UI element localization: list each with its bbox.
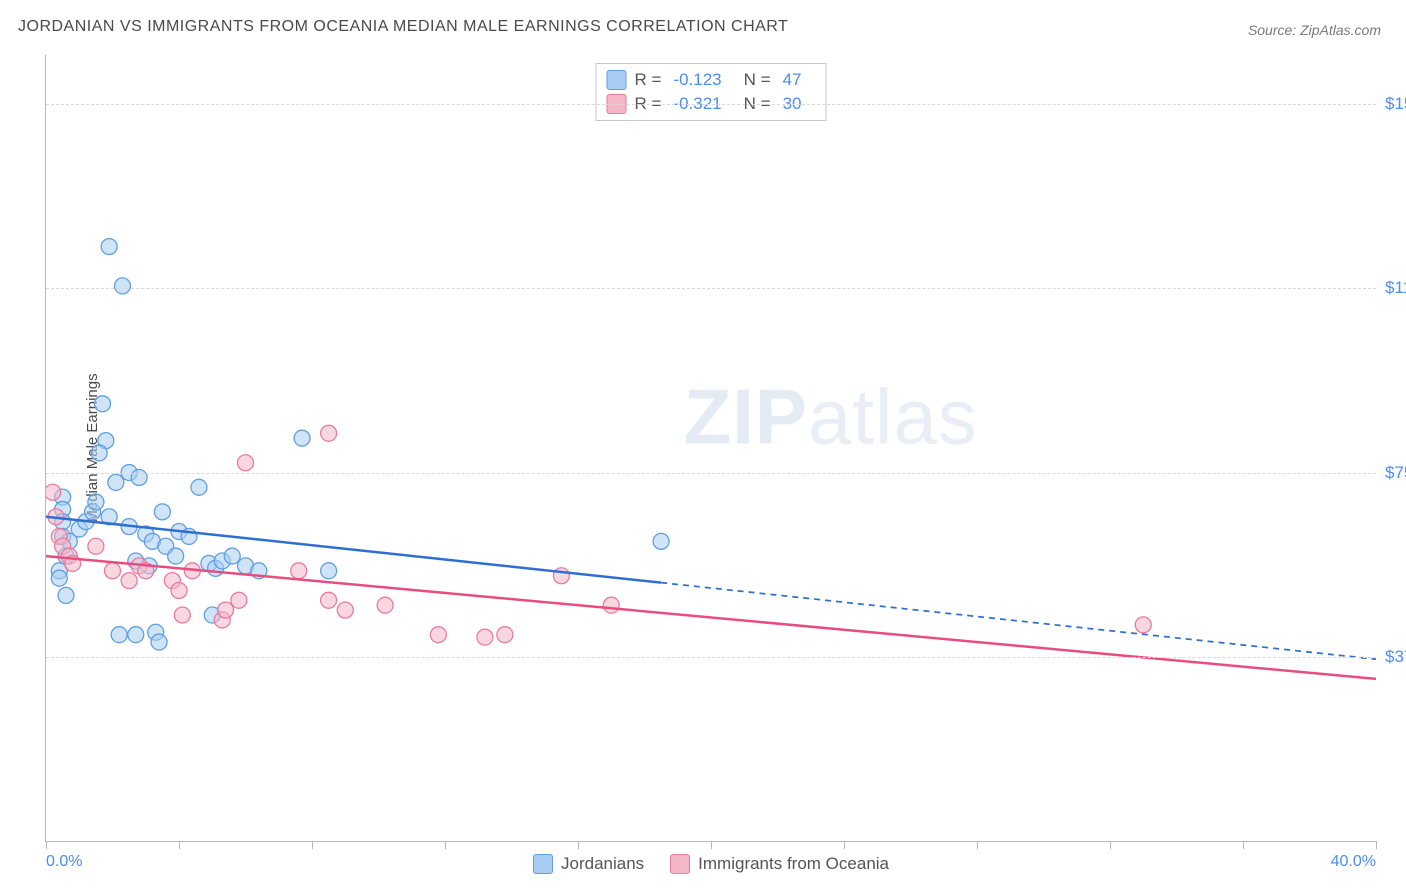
source-attribution: Source: ZipAtlas.com (1248, 22, 1381, 38)
swatch-series-a (533, 854, 553, 874)
r-label: R = (635, 70, 662, 90)
y-tick-label: $112,500 (1381, 278, 1406, 298)
legend-item-series-a: Jordanians (533, 854, 644, 874)
legend-series: Jordanians Immigrants from Oceania (533, 854, 889, 874)
r-value-a: -0.123 (673, 70, 721, 90)
swatch-series-a (607, 70, 627, 90)
y-tick-label: $37,500 (1381, 647, 1406, 667)
n-value-a: 47 (783, 70, 802, 90)
n-label: N = (744, 70, 771, 90)
series-a-name: Jordanians (561, 854, 644, 874)
legend-row-series-a: R = -0.123 N = 47 (607, 68, 816, 92)
legend-correlation: R =-0.123 N =47 R =-0.321 N =30 (596, 63, 827, 121)
y-tick-label: $75,000 (1381, 463, 1406, 483)
plot-area: Median Male Earnings ZIPatlas R =-0.123 … (45, 55, 1376, 842)
scatter-svg (46, 55, 1376, 841)
chart-title: JORDANIAN VS IMMIGRANTS FROM OCEANIA MED… (18, 18, 788, 36)
swatch-series-b (670, 854, 690, 874)
x-axis-max-label: 40.0% (1331, 853, 1376, 871)
legend-item-series-b: Immigrants from Oceania (670, 854, 889, 874)
x-axis-min-label: 0.0% (46, 853, 82, 871)
series-b-name: Immigrants from Oceania (698, 854, 889, 874)
chart-container: JORDANIAN VS IMMIGRANTS FROM OCEANIA MED… (0, 0, 1406, 892)
y-tick-label: $150,000 (1381, 94, 1406, 114)
